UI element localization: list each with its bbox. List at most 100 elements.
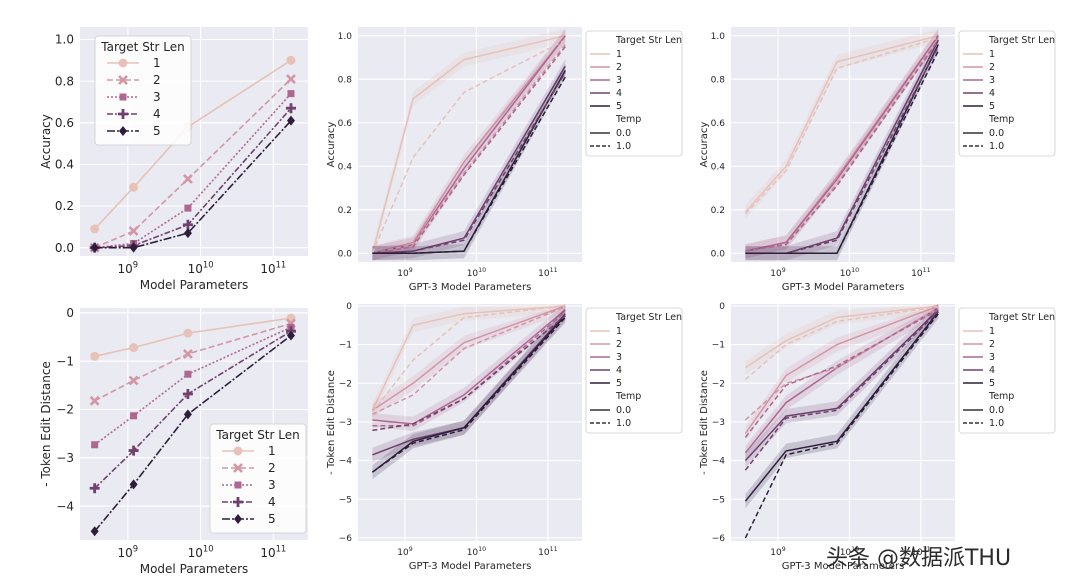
y-tick-label: −4: [712, 457, 726, 467]
legend-marker-3: [234, 481, 242, 489]
data-point-5: [183, 228, 192, 239]
legend-label-4: 4: [616, 88, 622, 99]
legend-temp-label-1-0: 1.0: [989, 418, 1004, 429]
legend-marker-3: [119, 93, 127, 101]
ci-band-4: [372, 306, 566, 462]
series-line-5-temp-0-0: [371, 315, 566, 473]
legend-label-1: 1: [616, 326, 622, 337]
legend-label-3: 3: [153, 90, 161, 104]
legend-marker-1: [118, 58, 128, 68]
legend-marker-2: [118, 75, 128, 85]
legend-title: Target Str Len: [615, 312, 682, 323]
series-line-4-temp-1-0: [744, 311, 939, 471]
y-tick-label: 0.2: [55, 199, 74, 213]
data-point-5: [129, 479, 138, 490]
chart-ted_right: −6 −5 −4 −3 −2 −1 0 109 1010 1011 GPT-3 Model Para…: [699, 302, 1056, 572]
data-point-2: [286, 74, 296, 84]
series-line-1-temp-1-0: [744, 305, 939, 380]
legend-label-1: 1: [989, 49, 995, 60]
data-point-4: [285, 103, 296, 114]
data-point-5: [183, 409, 192, 420]
legend-label-4: 4: [989, 88, 995, 99]
y-tick-label: 0.4: [711, 162, 726, 172]
data-point-3: [130, 412, 138, 420]
series-line-2-temp-0-0: [372, 35, 566, 255]
legend-label-5: 5: [153, 124, 161, 138]
x-tick-label: 1010: [840, 546, 859, 558]
y-tick-label: 0.6: [55, 116, 74, 130]
y-tick-label: −1: [712, 341, 725, 351]
series-line-5: [94, 334, 292, 532]
y-tick-label: 0.2: [338, 206, 352, 216]
y-tick-label: 0.0: [55, 241, 74, 255]
plot-area: [358, 27, 582, 262]
series-line-4: [94, 330, 292, 489]
legend-box: [585, 307, 683, 434]
x-axis-label: GPT-3 Model Parameters: [409, 282, 532, 293]
legend-temp-label-0-0: 0.0: [989, 128, 1004, 139]
data-point-5: [90, 526, 99, 537]
y-tick-label: 0.2: [711, 206, 725, 216]
legend-marker-4: [118, 109, 128, 119]
legend-label-5: 5: [616, 378, 622, 389]
ci-band-3: [372, 304, 566, 431]
series-line-3: [94, 93, 292, 249]
series-line-2-temp-1-0: [372, 43, 566, 255]
legend-temp-label-1-0: 1.0: [616, 418, 631, 429]
data-point-1: [90, 224, 100, 234]
y-tick-label: 0.0: [711, 249, 726, 259]
ci-band-1: [745, 304, 939, 375]
legend-label-3: 3: [616, 75, 622, 86]
legend-temp-label-0-0: 0.0: [616, 405, 631, 416]
legend-label-4: 4: [989, 365, 995, 376]
x-axis-label: GPT-3 Model Parameters: [782, 561, 905, 572]
series-group: [744, 304, 939, 539]
series-line-3-temp-1-0: [372, 311, 566, 427]
legend: Target Str Len 1 2 3 4 5 Temp 0.0 1.0: [585, 307, 683, 434]
legend-label-2: 2: [989, 62, 995, 73]
legend-temp-title: Temp: [615, 114, 641, 125]
ci-band-3: [745, 304, 939, 460]
watermark-text: 头条 @数据派THU: [826, 546, 1012, 571]
y-tick-label: 0.8: [338, 75, 353, 85]
x-tick-label: 1011: [911, 267, 930, 279]
legend-label-1: 1: [153, 56, 161, 70]
legend-box: [585, 30, 683, 157]
chart-acc_left: 0.0 0.2 0.4 0.6 0.8 1.0 109 1010 1011 Model Param…: [39, 27, 308, 292]
x-tick-label: 109: [118, 544, 139, 560]
data-point-2: [182, 174, 193, 184]
series-line-2-temp-1-0: [372, 306, 566, 415]
series-line-2-temp-0-0: [371, 305, 566, 411]
series-line-3-temp-1-0: [745, 39, 939, 252]
legend: Target Str Len 1 2 3 4 5 Temp 0.0 1.0: [585, 30, 683, 157]
chart-ted_left: −4 −3 −2 −1 0 109 1010 1011 Model Parameters - To…: [39, 306, 308, 576]
legend-label-3: 3: [268, 478, 276, 492]
data-point-3: [287, 90, 295, 98]
legend: Target Str Len 1 2 3 4 5: [94, 35, 192, 146]
y-tick-label: −3: [339, 418, 352, 428]
legend-label-3: 3: [989, 75, 995, 86]
y-tick-label: 1.0: [711, 32, 726, 42]
legend-title: Target Str Len: [615, 35, 682, 46]
series-line-4-temp-1-0: [372, 315, 566, 432]
legend-temp-label-0-0: 0.0: [616, 128, 631, 139]
data-point-5: [90, 242, 99, 253]
y-tick-label: 0: [719, 302, 725, 312]
series-group: [744, 28, 939, 261]
watermark: 头条 @数据派THU: [826, 540, 1011, 572]
legend-label-2: 2: [153, 73, 161, 87]
series-line-1: [94, 59, 292, 230]
series-line-5-temp-1-0: [745, 50, 939, 255]
data-point-5: [286, 330, 295, 341]
x-tick-label: 109: [770, 546, 785, 558]
series-line-1-temp-0-0: [371, 34, 566, 254]
y-tick-label: 0.0: [338, 249, 353, 259]
series-line-5-temp-1-0: [744, 313, 939, 539]
data-point-2: [89, 395, 100, 406]
x-tick-label: 1010: [188, 260, 214, 276]
series-group: [371, 28, 566, 261]
legend-label-1: 1: [268, 444, 276, 458]
y-tick-label: −6: [712, 534, 726, 544]
series-line-3-temp-1-0: [744, 309, 939, 438]
